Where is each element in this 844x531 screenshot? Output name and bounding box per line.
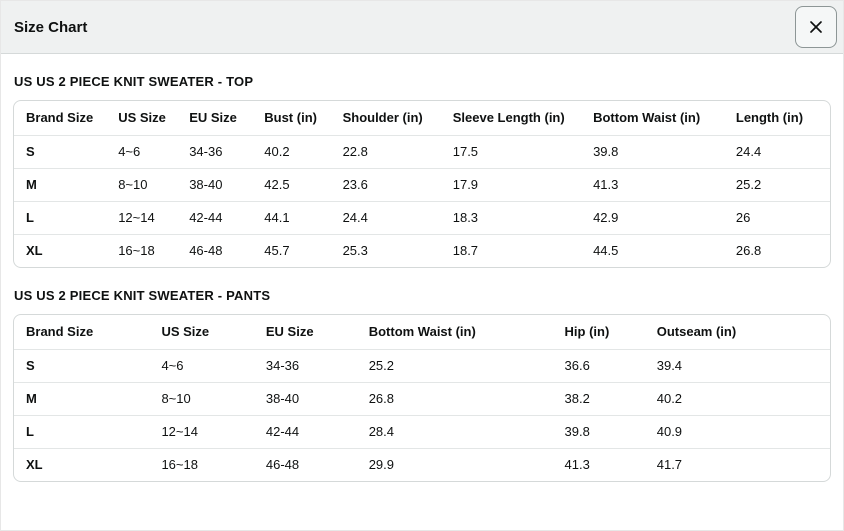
- table-row: M 8~10 38-40 26.8 38.2 40.2: [14, 382, 830, 416]
- table-cell: 42-44: [177, 201, 253, 235]
- brand-size-cell: S: [14, 349, 150, 383]
- column-header: US Size: [149, 315, 254, 350]
- size-table-grid: Brand Size US Size EU Size Bust (in) Shoulde…: [14, 101, 830, 267]
- table-cell: 22.8: [330, 135, 441, 169]
- column-header: Outseam (in): [644, 315, 830, 350]
- table-cell: 40.2: [644, 382, 830, 416]
- brand-size-cell: XL: [26, 243, 43, 259]
- table-cell: 41.7: [656, 457, 683, 473]
- table-cell: 4~6: [149, 349, 254, 383]
- table-cell: 4~6: [106, 135, 178, 169]
- table-cell: 40.9: [644, 415, 830, 449]
- table-cell: 39.8: [552, 415, 645, 449]
- brand-size-cell: S: [14, 135, 107, 169]
- section-title: US US 2 PIECE KNIT SWEATER - PANTS: [14, 288, 271, 303]
- table-cell: 38-40: [253, 382, 357, 416]
- table-cell: 38-40: [177, 168, 253, 202]
- table-row: XL 16~18 46-48 29.9 41.3 41.7: [14, 448, 830, 481]
- column-header: Bottom Waist (in): [581, 101, 724, 136]
- table-cell: 18.7: [452, 243, 479, 259]
- column-header: Brand Size: [14, 101, 107, 136]
- table-cell: 25.3: [342, 243, 368, 259]
- table-cell: 16~18: [118, 243, 155, 259]
- brand-size-cell: L: [14, 415, 150, 449]
- table-cell: 39.4: [644, 349, 830, 383]
- size-table-section: US US 2 PIECE KNIT SWEATER - TOP Brand Si…: [13, 74, 831, 268]
- table-cell: 24.4: [330, 201, 441, 235]
- table-row: L 12~14 42-44 44.1 24.4 18.3 42.9 26: [14, 201, 830, 235]
- table-row: M 8~10 38-40 42.5 23.6 17.9 41.3 25.2: [14, 168, 830, 202]
- header-row: Brand Size US Size EU Size Bust (in) Shoulde…: [14, 101, 830, 136]
- column-header: Shoulder (in): [330, 101, 441, 136]
- table-cell: 12~14: [106, 201, 178, 235]
- column-header: EU Size: [177, 101, 253, 136]
- table-cell: 46-48: [189, 243, 223, 259]
- table-cell: 24.4: [723, 135, 830, 169]
- size-table: Brand Size US Size EU Size Bottom Waist (in…: [13, 314, 831, 482]
- column-header: US Size: [106, 101, 178, 136]
- table-cell: 23.6: [330, 168, 441, 202]
- table-cell: 39.8: [581, 135, 724, 169]
- table-cell: 26: [723, 201, 830, 235]
- modal-header: Size Chart: [1, 1, 843, 54]
- table-cell: 25.2: [723, 168, 830, 202]
- section-title: US US 2 PIECE KNIT SWEATER - TOP: [14, 74, 254, 89]
- table-cell: 41.3: [581, 168, 724, 202]
- table-row: S 4~6 34-36 40.2 22.8 17.5 39.8 24.4: [14, 135, 830, 169]
- table-cell: 17.9: [440, 168, 582, 202]
- close-button[interactable]: [795, 6, 837, 48]
- table-cell: 28.4: [356, 415, 553, 449]
- column-header: Bottom Waist (in): [356, 315, 553, 350]
- table-cell: 38.2: [552, 382, 645, 416]
- table-cell: 18.3: [440, 201, 582, 235]
- column-header: Bust (in): [252, 101, 331, 136]
- brand-size-cell: M: [14, 168, 107, 202]
- header-row: Brand Size US Size EU Size Bottom Waist (in…: [14, 315, 830, 350]
- table-cell: 44.5: [593, 243, 619, 259]
- table-cell: 42-44: [253, 415, 357, 449]
- table-cell: 34-36: [253, 349, 357, 383]
- table-cell: 17.5: [440, 135, 582, 169]
- table-cell: 44.1: [252, 201, 331, 235]
- table-cell: 8~10: [106, 168, 178, 202]
- column-header: Hip (in): [552, 315, 645, 350]
- size-table-grid: Brand Size US Size EU Size Bottom Waist (in…: [14, 315, 830, 481]
- table-cell: 26.8: [356, 382, 553, 416]
- column-header: Length (in): [723, 101, 830, 136]
- table-cell: 36.6: [552, 349, 645, 383]
- table-cell: 34-36: [177, 135, 253, 169]
- table-cell: 45.7: [264, 243, 290, 259]
- sections-container: US US 2 PIECE KNIT SWEATER - TOP Brand Si…: [1, 74, 843, 482]
- size-table: Brand Size US Size EU Size Bust (in) Shoulde…: [13, 100, 831, 268]
- table-cell: 8~10: [149, 382, 254, 416]
- table-cell: 42.9: [581, 201, 724, 235]
- column-header: Brand Size: [14, 315, 150, 350]
- close-icon: [808, 19, 824, 35]
- table-cell: 40.2: [252, 135, 331, 169]
- table-row: XL 16~18 46-48 45.7 25.3 18.7 44.5 26.8: [14, 234, 830, 267]
- table-cell: 26.8: [735, 243, 762, 259]
- table-cell: 42.5: [252, 168, 331, 202]
- modal-title: Size Chart: [14, 18, 88, 36]
- column-header: Sleeve Length (in): [440, 101, 582, 136]
- table-row: S 4~6 34-36 25.2 36.6 39.4: [14, 349, 830, 383]
- table-cell: 41.3: [564, 457, 590, 473]
- table-cell: 12~14: [149, 415, 254, 449]
- table-cell: 29.9: [368, 457, 395, 473]
- table-row: L 12~14 42-44 28.4 39.8 40.9: [14, 415, 830, 449]
- table-cell: 25.2: [356, 349, 553, 383]
- table-cell: 16~18: [161, 457, 198, 473]
- brand-size-cell: XL: [26, 457, 43, 473]
- size-table-section: US US 2 PIECE KNIT SWEATER - PANTS Brand …: [13, 288, 831, 482]
- column-header: EU Size: [253, 315, 357, 350]
- table-cell: 46-48: [265, 457, 300, 473]
- brand-size-cell: M: [14, 382, 150, 416]
- brand-size-cell: L: [14, 201, 107, 235]
